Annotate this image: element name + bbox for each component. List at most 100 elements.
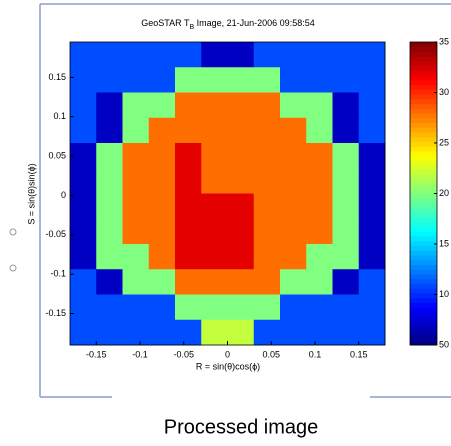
heatmap-cell bbox=[306, 218, 333, 245]
heatmap-cell bbox=[253, 92, 281, 119]
colorbar-swatch bbox=[410, 155, 437, 161]
heatmap-cell bbox=[201, 143, 228, 169]
colorbar-swatch bbox=[410, 127, 437, 133]
colorbar-swatch bbox=[410, 131, 437, 138]
heatmap-cell bbox=[358, 143, 386, 169]
colorbar-swatch bbox=[410, 321, 437, 327]
colorbar-swatch bbox=[410, 250, 437, 256]
heatmap-cell bbox=[96, 218, 123, 245]
heatmap-cell bbox=[253, 269, 281, 295]
colorbar-swatch bbox=[410, 236, 437, 242]
colorbar-swatch bbox=[410, 316, 437, 322]
heatmap-cell bbox=[70, 319, 97, 346]
heatmap-cell bbox=[332, 168, 360, 194]
colorbar-swatch bbox=[410, 94, 437, 100]
colorbar-swatch bbox=[410, 51, 437, 57]
colorbar-tick-label: 20 bbox=[439, 188, 449, 198]
heatmap-cell bbox=[332, 319, 360, 346]
heatmap-cell bbox=[201, 42, 228, 68]
heatmap-cell bbox=[148, 143, 176, 169]
heatmap-cell bbox=[253, 193, 281, 220]
colorbar-swatch bbox=[410, 207, 437, 213]
heatmap-cell bbox=[70, 42, 97, 68]
heatmap-cell bbox=[148, 193, 176, 220]
colorbar-swatch bbox=[410, 307, 437, 313]
heatmap-cell bbox=[306, 143, 333, 169]
heatmap-cell bbox=[175, 117, 202, 144]
heatmap-cell bbox=[148, 42, 176, 68]
heatmap-cell bbox=[306, 319, 333, 346]
heatmap-cell bbox=[201, 294, 228, 321]
heatmap-cell bbox=[332, 269, 360, 295]
colorbar-swatch bbox=[410, 174, 437, 180]
heatmap-cell bbox=[253, 218, 281, 245]
heatmap-cell bbox=[70, 143, 97, 169]
heatmap-cell bbox=[358, 67, 386, 93]
colorbar-swatch bbox=[410, 245, 437, 251]
y-tick-label: -0.1 bbox=[50, 269, 66, 279]
heatmap-cell bbox=[96, 244, 123, 270]
frame bbox=[39, 3, 451, 398]
heatmap-cell bbox=[306, 92, 333, 119]
heatmap-cell bbox=[332, 42, 360, 68]
colorbar-swatch bbox=[410, 335, 437, 341]
heatmap-cell bbox=[253, 67, 281, 93]
colorbar-swatch bbox=[410, 160, 437, 166]
heatmap-cell bbox=[332, 244, 360, 270]
heatmap-cell bbox=[227, 67, 255, 93]
heatmap-cell bbox=[148, 319, 176, 346]
heatmap-cell bbox=[358, 92, 386, 119]
heatmap-cell bbox=[122, 117, 150, 144]
heatmap-cell bbox=[253, 319, 281, 346]
title-part: GeoSTAR T bbox=[141, 18, 190, 28]
heatmap-cell bbox=[358, 244, 386, 270]
heatmap-cell bbox=[148, 117, 176, 144]
heatmap-cell bbox=[201, 92, 228, 119]
colorbar-swatch bbox=[410, 297, 437, 303]
heatmap-cell bbox=[227, 218, 255, 245]
heatmap-cell bbox=[96, 67, 123, 93]
heatmap-cell bbox=[148, 168, 176, 194]
colorbar-swatch bbox=[410, 226, 437, 232]
heatmap-cell bbox=[175, 244, 202, 270]
colorbar-swatch bbox=[410, 217, 437, 223]
heatmap-cell bbox=[122, 294, 150, 321]
heatmap-cell bbox=[96, 42, 123, 68]
colorbar-swatch bbox=[410, 264, 437, 270]
heatmap-cell bbox=[227, 143, 255, 169]
heatmap-cell bbox=[148, 218, 176, 245]
colorbar-swatch bbox=[410, 311, 437, 318]
heatmap-cell bbox=[253, 143, 281, 169]
x-tick-label: 0.15 bbox=[350, 349, 368, 359]
heatmap-cell bbox=[358, 319, 386, 346]
heatmap-cell bbox=[96, 193, 123, 220]
heatmap-cell bbox=[358, 269, 386, 295]
heatmap-cell bbox=[201, 269, 228, 295]
heatmap-cell bbox=[201, 117, 228, 144]
heatmap-cell bbox=[122, 168, 150, 194]
heatmap-cell bbox=[280, 42, 307, 68]
heatmap-cell bbox=[96, 117, 123, 144]
colorbar-swatch bbox=[410, 326, 437, 332]
colorbar-swatch bbox=[410, 302, 437, 308]
heatmap-cell bbox=[201, 193, 228, 220]
colorbar-tick-label: 10 bbox=[439, 289, 449, 299]
x-tick-label: 0 bbox=[225, 349, 230, 359]
y-tick-label: 0.1 bbox=[53, 111, 66, 121]
heatmap-cell bbox=[227, 269, 255, 295]
x-tick-label: 0.05 bbox=[262, 349, 280, 359]
heatmap-cell bbox=[70, 67, 97, 93]
heatmap-cell bbox=[358, 193, 386, 220]
heatmap-cell bbox=[148, 67, 176, 93]
heatmap-cell bbox=[201, 319, 228, 346]
colorbar-swatch bbox=[410, 56, 437, 62]
heatmap-cell bbox=[175, 294, 202, 321]
colorbar-swatch bbox=[410, 122, 437, 128]
colorbar-swatch bbox=[410, 259, 437, 266]
heatmap-cell bbox=[70, 92, 97, 119]
heatmap-cell bbox=[280, 294, 307, 321]
heatmap-cell bbox=[227, 42, 255, 68]
heatmap-cell bbox=[227, 319, 255, 346]
heatmap-cell bbox=[306, 269, 333, 295]
